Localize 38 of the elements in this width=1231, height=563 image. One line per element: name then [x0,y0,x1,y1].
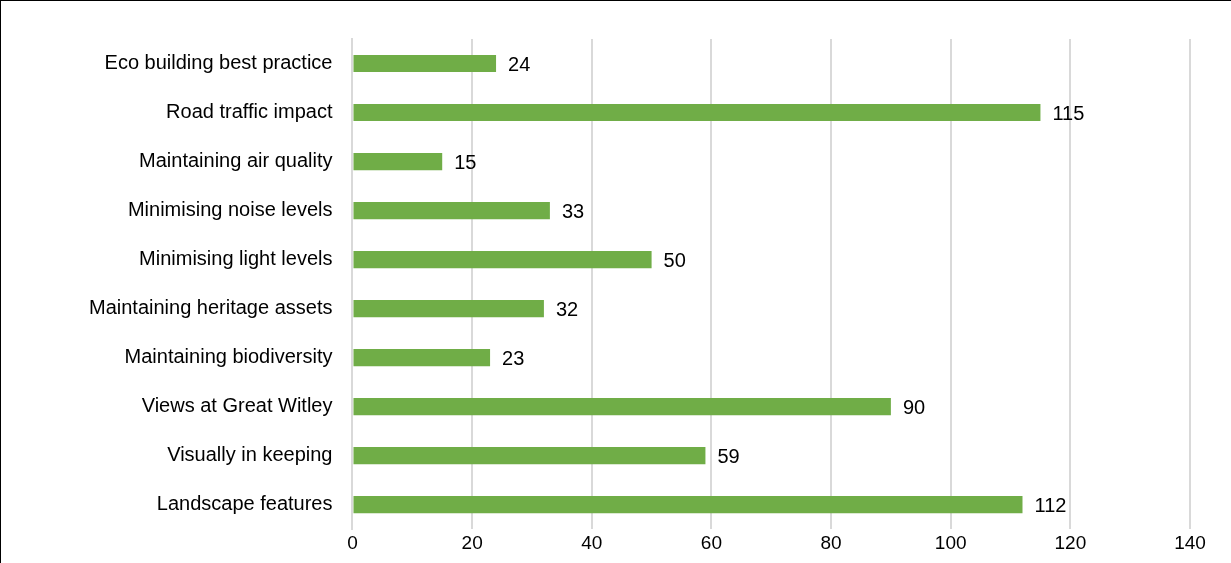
bar [353,447,706,465]
y-tick-label: Landscape features [156,492,333,515]
bar [353,201,550,220]
x-tick-label: 100 [934,531,967,553]
x-tick-label: 120 [1054,531,1087,553]
y-tick-label: Eco building best practice [104,51,333,74]
y-tick-label: Views at Great Witley [141,394,333,417]
bar [353,496,1023,514]
data-label: 23 [502,347,525,370]
y-tick-label: Visually in keeping [167,443,333,466]
x-tick-label: 60 [700,531,722,553]
y-tick-label: Maintaining heritage assets [88,296,333,319]
bar [353,349,491,367]
y-tick-label: Maintaining biodiversity [124,345,333,368]
y-tick-label: Minimising noise levels [127,198,333,221]
x-tick-label: 140 [1174,531,1206,553]
bar [353,251,652,269]
data-label: 24 [508,53,531,76]
x-tick-label: 80 [820,531,842,553]
y-tick-label: Road traffic impact [166,100,333,123]
data-label: 59 [717,445,740,468]
x-tick-label: 40 [581,531,603,553]
y-tick-label: Maintaining air quality [139,149,333,172]
bar [353,103,1041,122]
bar [353,152,443,171]
data-label: 112 [1034,494,1067,517]
data-label: 50 [663,249,686,272]
x-tick-label: 0 [347,531,358,553]
data-label: 115 [1052,102,1085,125]
bar [353,398,891,416]
bar [353,54,497,73]
x-tick-label: 20 [461,531,483,553]
data-label: 90 [902,396,926,419]
data-label: 32 [555,298,579,321]
y-tick-label: Minimising light levels [139,247,333,270]
data-label: 33 [561,200,585,223]
data-label: 15 [454,151,477,174]
bar [353,300,544,318]
